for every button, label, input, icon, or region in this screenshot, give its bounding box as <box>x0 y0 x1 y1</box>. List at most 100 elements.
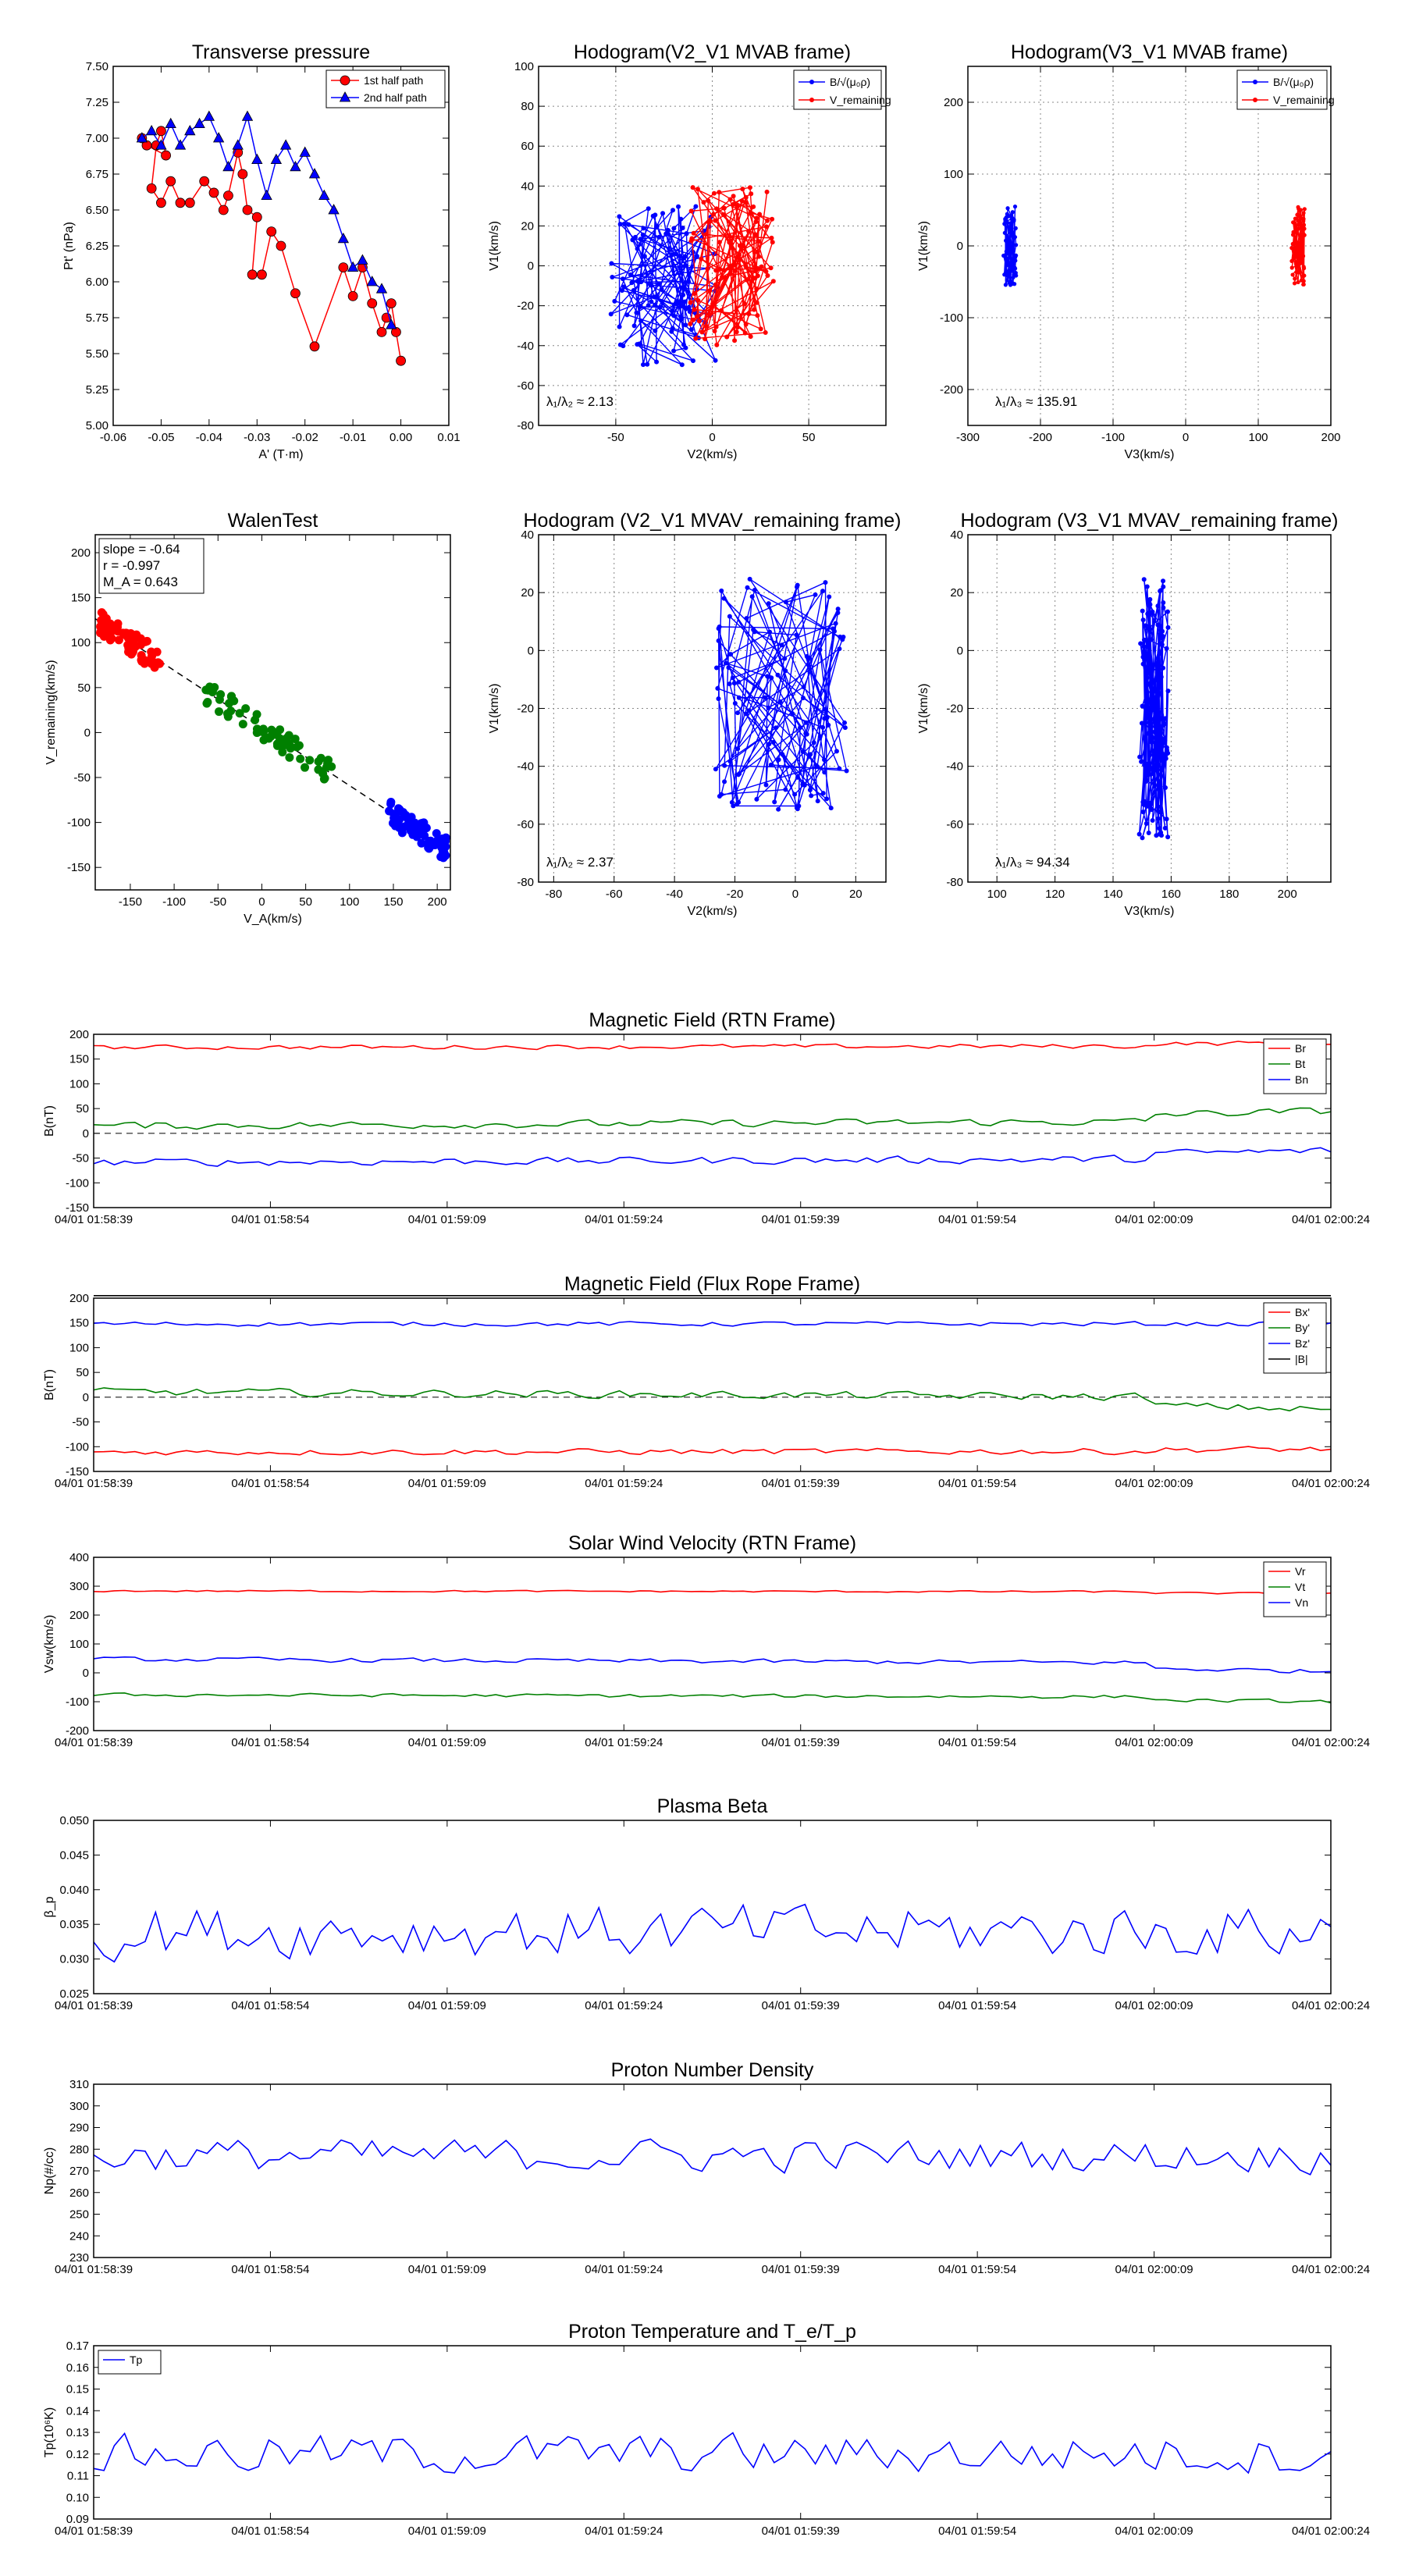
data-point <box>1149 739 1154 745</box>
data-point <box>1154 833 1159 838</box>
x-tick-label: -0.05 <box>148 431 174 444</box>
data-point <box>686 279 692 284</box>
data-point <box>1289 265 1294 270</box>
y-tick-label: -20 <box>517 703 534 716</box>
data-point <box>267 725 276 735</box>
data-point <box>1155 816 1161 821</box>
x-tick-label: -0.02 <box>292 431 318 444</box>
data-point <box>703 232 709 237</box>
data-point <box>215 707 224 717</box>
stats-line: M_A = 0.643 <box>103 575 178 589</box>
y-axis-label: Vsw(km/s) <box>43 1615 56 1674</box>
data-point <box>775 672 781 678</box>
data-point <box>671 313 677 318</box>
x-tick-label: -50 <box>209 895 226 909</box>
data-point <box>285 753 294 762</box>
x-tick-label: 50 <box>299 895 312 909</box>
data-point <box>731 194 736 199</box>
y-tick-label: 60 <box>521 140 534 153</box>
data-point <box>684 231 689 237</box>
data-point <box>746 708 752 713</box>
data-point <box>1152 735 1158 741</box>
chart-title: Transverse pressure <box>192 41 370 63</box>
data-point <box>357 254 368 265</box>
y-tick-label: 300 <box>69 1580 89 1593</box>
data-point <box>1153 720 1158 725</box>
data-point <box>783 600 788 605</box>
series-line <box>93 1589 1332 1596</box>
y-tick-label: 0.13 <box>66 2426 89 2439</box>
data-point <box>227 692 237 702</box>
transverse-pressure-chart: 5.00 5.25 5.50 5.75 6.00 6.25 6.50 6.75 7.00 7.25… <box>62 41 461 461</box>
data-point <box>1154 767 1159 773</box>
x-tick-label: 04/01 01:59:39 <box>762 2263 840 2276</box>
data-point <box>835 607 841 612</box>
data-point <box>1290 272 1295 277</box>
data-point <box>735 203 740 208</box>
data-point <box>731 681 737 686</box>
data-point <box>1298 222 1303 228</box>
data-point <box>808 752 813 757</box>
y-tick-label: 260 <box>69 2186 89 2200</box>
data-point <box>393 817 402 826</box>
legend-label: Br <box>1295 1042 1306 1055</box>
data-point <box>1147 596 1153 602</box>
data-point <box>641 226 646 231</box>
data-point <box>1012 205 1018 209</box>
data-point <box>238 720 247 729</box>
data-point <box>417 838 426 848</box>
chart-title: Proton Temperature and T_e/T_p <box>568 2321 856 2343</box>
x-tick-label: 150 <box>383 895 403 909</box>
legend: Vr Vt Vn <box>1263 1561 1327 1617</box>
data-point <box>1297 212 1301 218</box>
data-point <box>749 191 754 197</box>
data-point <box>1154 745 1159 750</box>
x-tick-label: 04/01 02:00:09 <box>1115 1999 1193 2012</box>
legend-marker <box>809 80 814 84</box>
y-tick-label: 5.50 <box>86 347 108 361</box>
data-point <box>1146 800 1151 806</box>
data-point <box>1165 609 1170 614</box>
x-tick-label: -200 <box>1029 431 1052 444</box>
x-tick-label: -50 <box>607 431 624 444</box>
y-tick-label: 100 <box>69 1638 89 1651</box>
data-point <box>1004 255 1008 260</box>
data-point <box>1146 831 1151 836</box>
data-point <box>418 819 427 828</box>
data-point <box>809 793 814 799</box>
y-tick-label: -80 <box>517 419 534 432</box>
y-tick-label: 240 <box>69 2229 89 2243</box>
data-point <box>713 324 719 329</box>
solar-wind-velocity-chart: -200 -100 0 100 200 300 400 Solar Wind Velocity… <box>43 1532 1370 1749</box>
data-point <box>1300 274 1305 279</box>
data-point <box>820 791 826 796</box>
x-tick-label: -20 <box>727 888 744 901</box>
x-tick-label: 04/01 02:00:09 <box>1115 1736 1193 1749</box>
plot-frame <box>538 534 887 883</box>
data-point <box>1145 761 1151 767</box>
data-point <box>279 139 292 150</box>
y-tick-label: -80 <box>517 876 534 889</box>
x-tick-label: 0.01 <box>437 431 460 444</box>
data-point <box>1301 282 1306 287</box>
data-point <box>258 724 268 734</box>
y-tick-label: -40 <box>946 760 963 774</box>
x-tick-label: 04/01 01:58:39 <box>55 1213 133 1226</box>
y-axis-label: Pt' (nPa) <box>62 222 76 270</box>
hodogram-v3-v1-mvav-chart: -80 -60 -40 -20 0 20 40 100 120 140 160 180 200 Hodog… <box>917 510 1339 918</box>
plot-frame <box>93 2083 1332 2258</box>
data-point <box>706 311 712 317</box>
data-point <box>241 110 254 121</box>
data-point <box>728 652 734 657</box>
data-point <box>817 734 823 739</box>
data-point <box>713 206 719 212</box>
x-tick-label: 04/01 01:58:54 <box>231 1736 309 1749</box>
data-point <box>656 234 662 240</box>
data-point <box>692 291 697 297</box>
data-point <box>1147 710 1153 715</box>
legend-label: 1st half path <box>364 74 423 87</box>
data-point <box>670 308 675 313</box>
data-point <box>671 226 677 231</box>
data-point <box>690 358 695 364</box>
x-tick-label: 04/01 01:58:54 <box>231 1999 309 2012</box>
